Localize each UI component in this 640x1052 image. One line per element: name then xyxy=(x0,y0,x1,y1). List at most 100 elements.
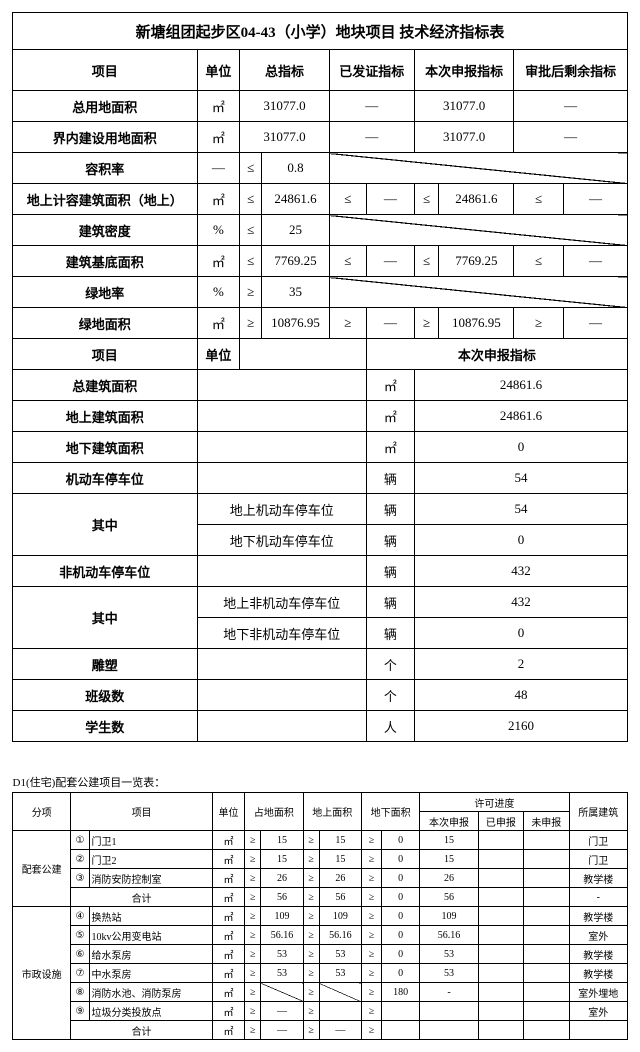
s3: 地下建筑面积 ㎡ 0 xyxy=(13,432,628,463)
g2r5-no: ⑧ xyxy=(71,983,89,1002)
g2r4-op3: ≥ xyxy=(361,964,381,983)
r5-unit: % xyxy=(197,215,240,246)
g1r2-op3: ≥ xyxy=(361,850,381,869)
s8-val: 2 xyxy=(414,649,627,680)
table1-title-row: 新塘组团起步区04-43（小学）地块项目 技术经济指标表 xyxy=(13,13,628,50)
s5b-val: 0 xyxy=(414,525,627,556)
r2-unit: ㎡ xyxy=(197,122,240,153)
s9-unit: 个 xyxy=(366,680,414,711)
g2r6-op3: ≥ xyxy=(361,1002,381,1021)
aux-facility-table: D1(住宅)配套公建项目一览表： 分项 项目 单位 占地面积 地上面积 地下面积… xyxy=(12,772,628,1040)
g2r3-unit: ㎡ xyxy=(212,945,244,964)
g1r4-op1: ≥ xyxy=(245,888,261,907)
g2r1-f xyxy=(524,907,569,926)
s7a-val: 432 xyxy=(414,587,627,618)
g2r7-op1: ≥ xyxy=(245,1021,261,1040)
t2h1: 分项 xyxy=(13,793,71,831)
g2r5-b xyxy=(319,983,361,1002)
g1r2-f xyxy=(524,850,569,869)
g1r4-b: 56 xyxy=(319,888,361,907)
t2h4: 占地面积 xyxy=(245,793,303,831)
r4-apply: 24861.6 xyxy=(439,184,514,215)
g1r1-c: 0 xyxy=(382,831,420,850)
r1-rest: — xyxy=(514,91,628,122)
s6-name: 非机动车停车位 xyxy=(13,556,198,587)
g1r2-e xyxy=(478,850,523,869)
t2h7: 许可进度 xyxy=(420,793,569,812)
g1r1-unit: ㎡ xyxy=(212,831,244,850)
g2r1-a: 109 xyxy=(261,907,303,926)
g1r3-op2: ≥ xyxy=(303,869,319,888)
g1r4-e xyxy=(478,888,523,907)
s10-name: 学生数 xyxy=(13,711,198,742)
r6-rest: — xyxy=(563,246,627,277)
r6-op: ≤ xyxy=(240,246,262,277)
g2r3-c: 0 xyxy=(382,945,420,964)
g2r4-c: 0 xyxy=(382,964,420,983)
s1-val: 24861.6 xyxy=(414,370,627,401)
r8-op2: ≥ xyxy=(329,308,366,339)
s5a-name: 地上机动车停车位 xyxy=(197,494,366,525)
g2r4-f xyxy=(524,964,569,983)
r3-unit: — xyxy=(197,153,240,184)
s5b-name: 地下机动车停车位 xyxy=(197,525,366,556)
r1-name: 总用地面积 xyxy=(13,91,198,122)
g2r3-op3: ≥ xyxy=(361,945,381,964)
g1r2: ② 门卫2 ㎡ ≥ 15 ≥ 15 ≥ 0 15 门卫 xyxy=(13,850,628,869)
r6-op4: ≤ xyxy=(514,246,564,277)
hdr-cert: 已发证指标 xyxy=(329,50,414,91)
g2r1-no: ④ xyxy=(71,907,89,926)
g1r1-no: ① xyxy=(71,831,89,850)
g2r5-op2: ≥ xyxy=(303,983,319,1002)
s5a-group: 其中 xyxy=(13,494,198,556)
g2r2-f xyxy=(524,926,569,945)
s4: 机动车停车位 辆 54 xyxy=(13,463,628,494)
s9: 班级数 个 48 xyxy=(13,680,628,711)
g2r3-op2: ≥ xyxy=(303,945,319,964)
hdr-unit: 单位 xyxy=(197,50,240,91)
r6-cert: — xyxy=(366,246,414,277)
g2r6-op2: ≥ xyxy=(303,1002,319,1021)
g2r7-name: 合计 xyxy=(71,1021,212,1040)
g1r1-bld: 门卫 xyxy=(569,831,627,850)
r6-op3: ≤ xyxy=(414,246,438,277)
g1r2-a: 15 xyxy=(261,850,303,869)
g2r1-unit: ㎡ xyxy=(212,907,244,926)
g2r6-f xyxy=(524,1002,569,1021)
g2r2-d: 56.16 xyxy=(420,926,478,945)
s5a-val: 54 xyxy=(414,494,627,525)
g1r3-bld: 教学楼 xyxy=(569,869,627,888)
grp1: 配套公建 xyxy=(13,831,71,907)
r8-op3: ≥ xyxy=(414,308,438,339)
g1r2-op1: ≥ xyxy=(245,850,261,869)
s4-val: 54 xyxy=(414,463,627,494)
g1r4-unit: ㎡ xyxy=(212,888,244,907)
g2r5-unit: ㎡ xyxy=(212,983,244,1002)
s7a-name: 地上非机动车停车位 xyxy=(197,587,366,618)
g2r7-e xyxy=(478,1021,523,1040)
r8-name: 绿地面积 xyxy=(13,308,198,339)
r3-op: ≤ xyxy=(240,153,262,184)
t2h3: 单位 xyxy=(212,793,244,831)
t2h8: 所属建筑 xyxy=(569,793,627,831)
g2r5-name: 消防水池、消防泵房 xyxy=(89,983,212,1002)
s7b-val: 0 xyxy=(414,618,627,649)
r4-rest: — xyxy=(563,184,627,215)
r4-cert: — xyxy=(366,184,414,215)
s1: 总建筑面积 ㎡ 24861.6 xyxy=(13,370,628,401)
g2r7-c xyxy=(382,1021,420,1040)
s10-val: 2160 xyxy=(414,711,627,742)
r4-name: 地上计容建筑面积（地上） xyxy=(13,184,198,215)
g1r2-c: 0 xyxy=(382,850,420,869)
r6-op2: ≤ xyxy=(329,246,366,277)
g2r4-d: 53 xyxy=(420,964,478,983)
r2-apply: 31077.0 xyxy=(414,122,513,153)
g2r7-bld xyxy=(569,1021,627,1040)
r4-op2: ≤ xyxy=(329,184,366,215)
s2-val: 24861.6 xyxy=(414,401,627,432)
row-build-land: 界内建设用地面积 ㎡ 31077.0 — 31077.0 — xyxy=(13,122,628,153)
g1r1-name: 门卫1 xyxy=(89,831,212,850)
t2h7b: 已申报 xyxy=(478,812,523,831)
g2r4-b: 53 xyxy=(319,964,361,983)
r3-val: 0.8 xyxy=(262,153,329,184)
